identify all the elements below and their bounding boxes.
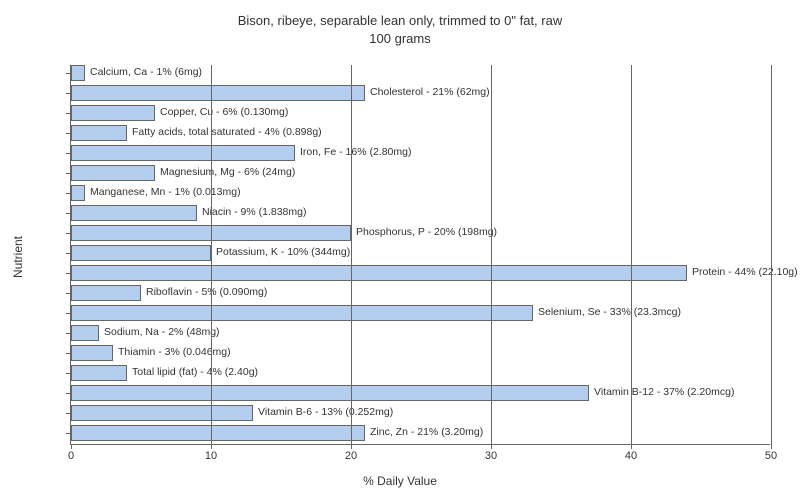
nutrient-bar [71,205,197,221]
bar-row: Vitamin B-12 - 37% (2.20mcg) [71,385,770,401]
plot-area: Calcium, Ca - 1% (6mg) Cholesterol - 21% … [70,65,770,445]
x-tick-label: 20 [345,450,357,462]
bar-row: Phosphorus, P - 20% (198mg) [71,225,770,241]
nutrient-bar-label: Selenium, Se - 33% (23.3mcg) [538,306,681,318]
nutrient-bar-label: Total lipid (fat) - 4% (2.40g) [132,366,258,378]
chart-title-line1: Bison, ribeye, separable lean only, trim… [0,12,800,30]
nutrient-bar-label: Zinc, Zn - 21% (3.20mg) [370,426,483,438]
x-axis-title: % Daily Value [363,474,437,488]
nutrient-bar [71,245,211,261]
x-tick-label: 50 [765,450,777,462]
nutrient-bar-label: Thiamin - 3% (0.046mg) [118,346,231,358]
nutrient-bar-label: Iron, Fe - 16% (2.80mg) [300,146,411,158]
nutrient-bar-label: Sodium, Na - 2% (48mg) [104,326,220,338]
gridline [491,65,492,444]
nutrient-bar [71,285,141,301]
nutrient-bar-label: Vitamin B-6 - 13% (0.252mg) [258,406,393,418]
nutrient-bar [71,165,155,181]
x-tick-mark [71,444,72,449]
bar-row: Riboflavin - 5% (0.090mg) [71,285,770,301]
nutrient-bar-label: Riboflavin - 5% (0.090mg) [146,286,267,298]
x-tick-mark [211,444,212,449]
gridline [211,65,212,444]
bar-row: Zinc, Zn - 21% (3.20mg) [71,425,770,441]
nutrient-bar-label: Fatty acids, total saturated - 4% (0.898… [132,126,322,138]
nutrient-bar-label: Calcium, Ca - 1% (6mg) [90,66,202,78]
bar-row: Total lipid (fat) - 4% (2.40g) [71,365,770,381]
nutrient-bar [71,85,365,101]
nutrient-bar [71,425,365,441]
nutrient-bar-label: Potassium, K - 10% (344mg) [216,246,350,258]
nutrient-bar-label: Phosphorus, P - 20% (198mg) [356,226,497,238]
x-tick-mark [631,444,632,449]
nutrient-bar-label: Magnesium, Mg - 6% (24mg) [160,166,295,178]
gridline [351,65,352,444]
chart-title-line2: 100 grams [0,30,800,48]
nutrient-bar [71,185,85,201]
bar-row: Selenium, Se - 33% (23.3mcg) [71,305,770,321]
bar-row: Vitamin B-6 - 13% (0.252mg) [71,405,770,421]
x-tick-mark [351,444,352,449]
bar-row: Thiamin - 3% (0.046mg) [71,345,770,361]
nutrient-bar [71,125,127,141]
x-tick-label: 10 [205,450,217,462]
nutrient-bar [71,365,127,381]
nutrient-bar-label: Vitamin B-12 - 37% (2.20mcg) [594,386,734,398]
bars-group: Calcium, Ca - 1% (6mg) Cholesterol - 21% … [71,65,770,444]
bar-row: Niacin - 9% (1.838mg) [71,205,770,221]
bar-row: Potassium, K - 10% (344mg) [71,245,770,261]
bar-row: Iron, Fe - 16% (2.80mg) [71,145,770,161]
nutrient-bar [71,405,253,421]
chart-title: Bison, ribeye, separable lean only, trim… [0,0,800,48]
x-tick-label: 40 [625,450,637,462]
chart-container: Bison, ribeye, separable lean only, trim… [0,0,800,500]
nutrient-bar [71,385,589,401]
nutrient-bar [71,345,113,361]
bar-row: Copper, Cu - 6% (0.130mg) [71,105,770,121]
nutrient-bar [71,305,533,321]
bar-row: Cholesterol - 21% (62mg) [71,85,770,101]
y-axis-title: Nutrient [11,236,25,278]
nutrient-bar-label: Copper, Cu - 6% (0.130mg) [160,106,288,118]
nutrient-bar-label: Protein - 44% (22.10g) [692,266,798,278]
bar-row: Sodium, Na - 2% (48mg) [71,325,770,341]
bar-row: Magnesium, Mg - 6% (24mg) [71,165,770,181]
x-tick-mark [771,444,772,449]
gridline [631,65,632,444]
nutrient-bar [71,325,99,341]
bar-row: Calcium, Ca - 1% (6mg) [71,65,770,81]
nutrient-bar [71,105,155,121]
nutrient-bar-label: Niacin - 9% (1.838mg) [202,206,306,218]
bar-row: Manganese, Mn - 1% (0.013mg) [71,185,770,201]
x-tick-label: 0 [68,450,74,462]
bar-row: Protein - 44% (22.10g) [71,265,770,281]
x-tick-mark [491,444,492,449]
gridline [771,65,772,444]
nutrient-bar-label: Cholesterol - 21% (62mg) [370,86,490,98]
nutrient-bar-label: Manganese, Mn - 1% (0.013mg) [90,186,241,198]
nutrient-bar [71,145,295,161]
nutrient-bar [71,65,85,81]
nutrient-bar [71,265,687,281]
x-tick-label: 30 [485,450,497,462]
bar-row: Fatty acids, total saturated - 4% (0.898… [71,125,770,141]
